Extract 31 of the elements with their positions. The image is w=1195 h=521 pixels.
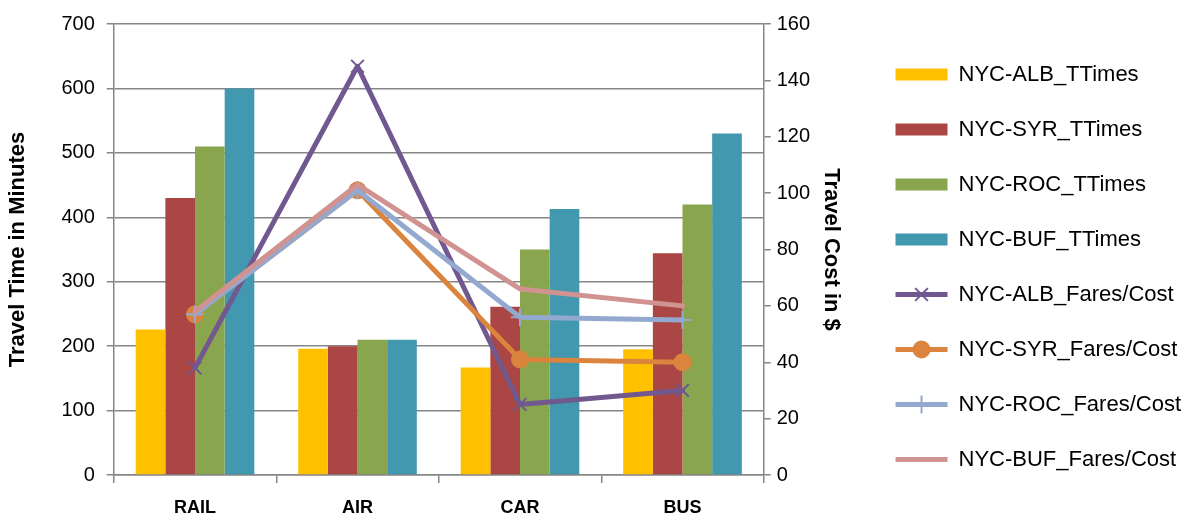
y-tick-label: 300 — [61, 269, 95, 292]
y-tick-label: 200 — [61, 333, 95, 356]
y-tick-label: 400 — [61, 204, 95, 227]
legend-label: NYC-BUF_TTimes — [958, 225, 1142, 251]
legend-label: NYC-ROC_Fares/Cost — [958, 390, 1181, 416]
y2-tick-label: 40 — [776, 349, 799, 372]
legend-label: NYC-ROC_TTimes — [958, 170, 1146, 196]
y2-tick-label: 0 — [776, 462, 788, 485]
legend-label: NYC-BUF_Fares/Cost — [958, 445, 1177, 471]
y-tick-label: 700 — [61, 11, 95, 34]
y2-tick-label: 160 — [776, 11, 811, 34]
y2-axis-title: Travel Cost in $ — [820, 168, 846, 331]
x-tick-label: RAIL — [174, 496, 217, 517]
y-tick-label: 0 — [83, 462, 95, 485]
y2-tick-label: 100 — [776, 180, 811, 203]
x-tick-label: BUS — [663, 496, 702, 517]
y2-tick-label: 20 — [776, 406, 799, 429]
y-tick-label: 100 — [61, 398, 95, 421]
legend-label: NYC-ALB_TTimes — [958, 60, 1139, 86]
y2-tick-label: 120 — [776, 124, 811, 147]
x-tick-label: CAR — [500, 496, 540, 517]
legend-label: NYC-SYR_TTimes — [958, 115, 1143, 141]
y2-tick-label: 60 — [776, 293, 799, 316]
legend-label: NYC-SYR_Fares/Cost — [958, 335, 1178, 361]
y2-tick-label: 140 — [776, 67, 811, 90]
y-tick-label: 600 — [61, 75, 95, 98]
legend-label: NYC-ALB_Fares/Cost — [958, 280, 1174, 306]
y2-tick-label: 80 — [776, 237, 799, 260]
x-tick-label: AIR — [342, 496, 374, 517]
y-tick-label: 500 — [61, 140, 95, 163]
y-axis-title: Travel Time in Minutes — [4, 131, 30, 368]
